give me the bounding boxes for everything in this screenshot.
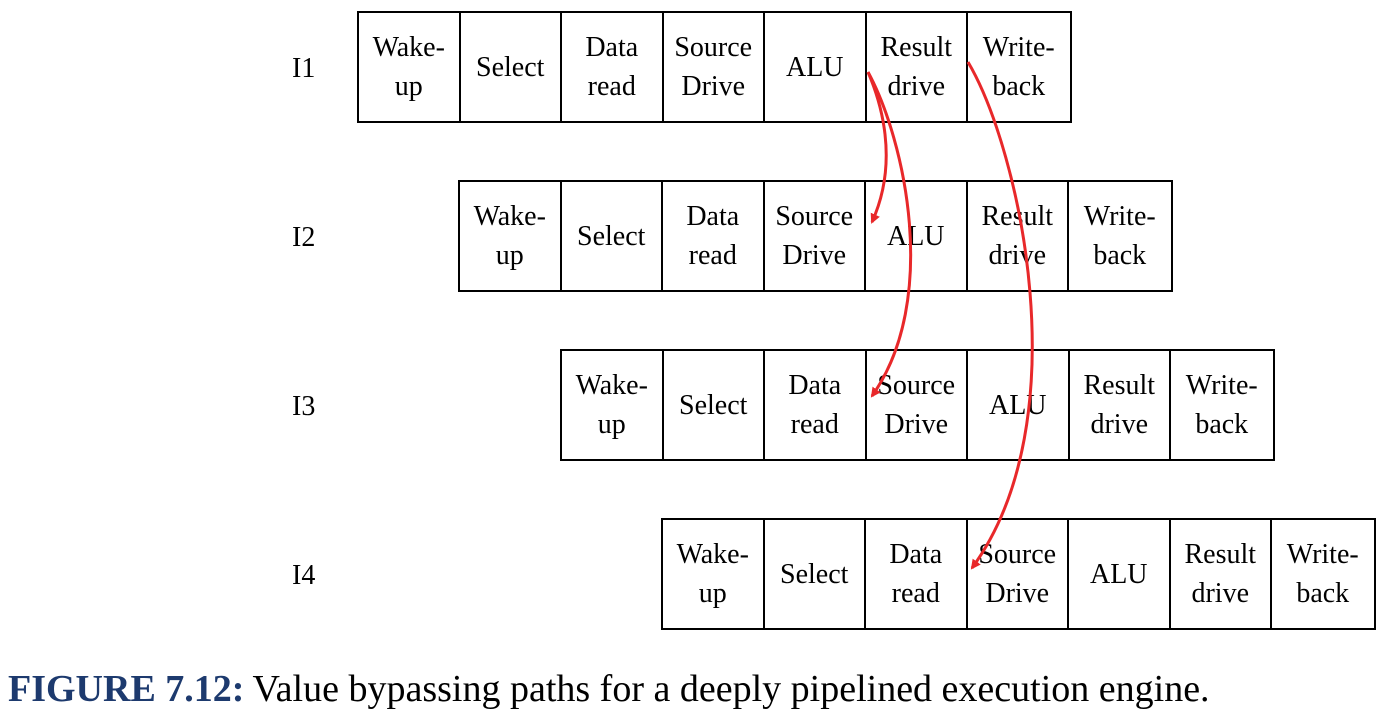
stage-result-drive: Result drive [968,182,1069,290]
stage-select: Select [765,520,866,628]
stage-select: Select [461,13,562,121]
stage-select: Select [562,182,663,290]
stage-data-read: Data read [765,351,867,459]
stage-wakeup: Wake- up [663,520,765,628]
stage-result-drive: Result drive [867,13,968,121]
row-label-i1: I1 [292,53,316,84]
stage-source-drive: Source Drive [968,520,1069,628]
row-label-i2: I2 [292,222,316,253]
pipeline-row-i1: Wake- up Select Data read Source Drive A… [357,11,1072,123]
caption-label: FIGURE 7.12: [8,668,245,710]
stage-alu: ALU [866,182,968,290]
bypass-arrow-i1-writeback-to-i4-source [966,61,1034,570]
stage-result-drive: Result drive [1070,351,1171,459]
stage-write-back: Write- back [1185,370,1258,440]
stage-write-back: Write- back [982,32,1055,102]
stage-source-drive: Source Drive [765,182,866,290]
pipeline-row-i4: Wake- up Select Data read Source Drive A… [661,518,1376,630]
stage-wakeup: Wake- up [359,13,461,121]
stage-alu: ALU [1069,520,1171,628]
figure-caption: FIGURE 7.12: Value bypassing paths for a … [8,664,1210,714]
pipeline-row-i3: Wake- up Select Data read Source Drive A… [560,349,1275,461]
stage-source-drive: Source Drive [867,351,968,459]
stage-data-read: Data read [866,520,968,628]
row-label-i4: I4 [292,560,316,591]
stage-write-back: Write- back [1286,539,1359,609]
stage-wakeup: Wake- up [562,351,664,459]
stage-write-back: Write- back [1083,201,1156,271]
row-label-i3: I3 [292,391,316,422]
caption-text: Value bypassing paths for a deeply pipel… [252,668,1210,710]
stage-select: Select [664,351,765,459]
stage-alu: ALU [765,13,867,121]
stage-data-read: Data read [663,182,765,290]
stage-data-read: Data read [562,13,664,121]
stage-source-drive: Source Drive [664,13,765,121]
pipeline-diagram: I1 Wake- up Select Data read Source Driv… [292,11,1376,630]
pipeline-row-i2: Wake- up Select Data read Source Drive A… [458,180,1173,292]
stage-wakeup: Wake- up [460,182,562,290]
stage-alu: ALU [968,351,1070,459]
stage-result-drive: Result drive [1171,520,1272,628]
